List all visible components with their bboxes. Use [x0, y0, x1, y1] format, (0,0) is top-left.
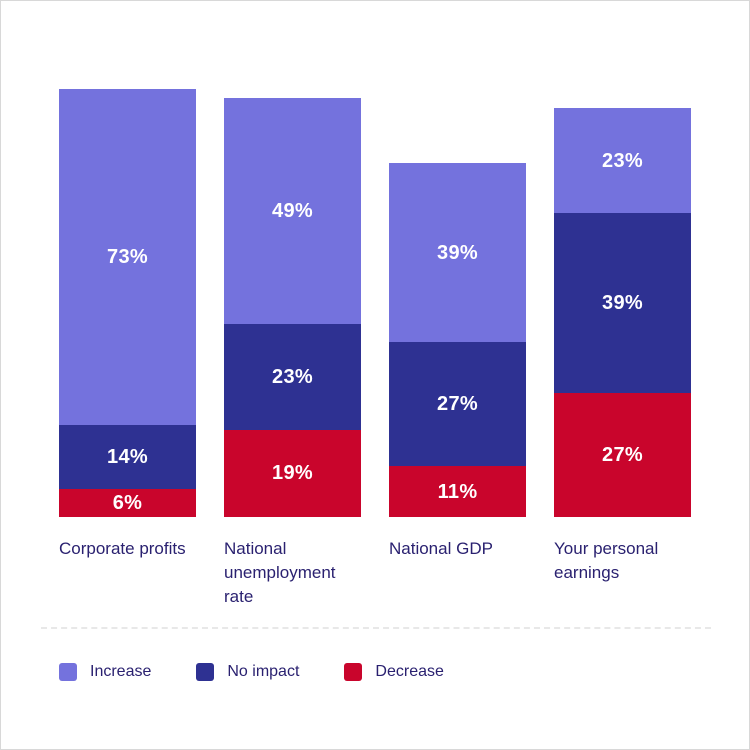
bar-segment-decrease: 11%: [389, 466, 526, 517]
category-label: National GDP: [389, 539, 493, 558]
category-label: National unemployment rate: [224, 539, 336, 606]
bar-stack: 49% 23% 19%: [224, 1, 361, 517]
segment-value-label: 49%: [272, 200, 313, 223]
segment-value-label: 23%: [272, 365, 313, 388]
dashed-divider: [41, 627, 711, 629]
legend-item-no-impact: No impact: [196, 663, 299, 681]
segment-value-label: 27%: [602, 443, 643, 466]
bar-stack: 23% 39% 27%: [554, 1, 691, 517]
no-impact-swatch: [196, 663, 215, 681]
bar-column: 23% 39% 27% Your personal earnings: [554, 1, 691, 608]
segment-value-label: 14%: [107, 446, 148, 469]
stacked-bar-chart: 73% 14% 6% Corporate profits 49% 23% 19% Nation…: [59, 1, 691, 608]
bar-segment-increase: 73%: [59, 89, 196, 426]
increase-swatch: [59, 663, 77, 681]
segment-value-label: 19%: [272, 462, 313, 485]
segment-value-label: 27%: [437, 393, 478, 416]
segment-value-label: 73%: [107, 246, 148, 269]
bar-segment-no-impact: 14%: [59, 425, 196, 490]
category-label: Corporate profits: [59, 539, 186, 558]
legend-item-increase: Increase: [59, 663, 151, 681]
legend-label-increase: Increase: [90, 663, 152, 680]
segment-value-label: 23%: [602, 149, 643, 172]
bar-segment-no-impact: 39%: [554, 213, 691, 393]
category-label: Your personal earnings: [554, 539, 659, 582]
segment-value-label: 39%: [602, 292, 643, 315]
decrease-swatch: [344, 663, 363, 681]
bar-segment-increase: 49%: [224, 98, 361, 324]
bar-stack: 39% 27% 11%: [389, 1, 526, 517]
bar-segment-no-impact: 27%: [389, 342, 526, 467]
bar-column: 73% 14% 6% Corporate profits: [59, 1, 196, 608]
bar-column: 49% 23% 19% National unemployment rate: [224, 1, 361, 608]
legend-item-decrease: Decrease: [344, 663, 444, 681]
bar-segment-increase: 23%: [554, 107, 691, 214]
bar-segment-no-impact: 23%: [224, 323, 361, 430]
segment-value-label: 39%: [437, 241, 478, 264]
segment-value-label: 6%: [112, 492, 143, 515]
bar-segment-increase: 39%: [389, 162, 526, 343]
bar-stack: 73% 14% 6%: [59, 1, 196, 517]
bar-segment-decrease: 27%: [554, 392, 691, 517]
legend-label-no-impact: No impact: [227, 663, 300, 680]
bar-segment-decrease: 6%: [59, 489, 196, 517]
legend-label-decrease: Decrease: [375, 663, 444, 680]
bar-segment-decrease: 19%: [224, 429, 361, 517]
legend: Increase No impact Decrease: [59, 663, 444, 681]
segment-value-label: 11%: [437, 480, 478, 503]
bar-column: 39% 27% 11% National GDP: [389, 1, 526, 608]
